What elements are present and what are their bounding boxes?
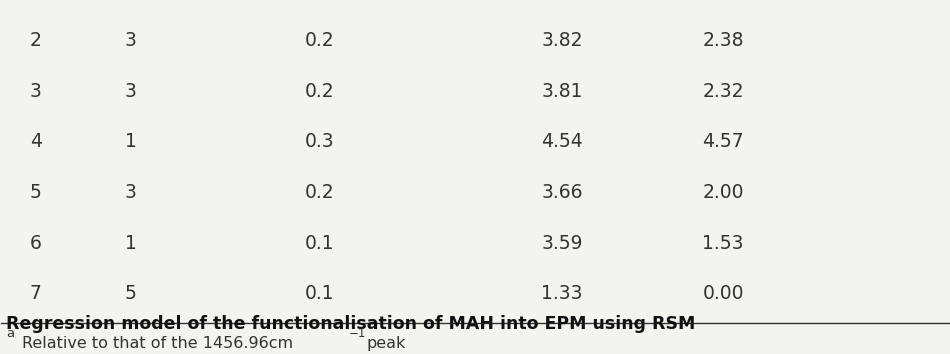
Text: 2: 2 bbox=[29, 31, 42, 50]
Text: 0.00: 0.00 bbox=[702, 284, 744, 303]
Text: 0.3: 0.3 bbox=[305, 132, 334, 152]
Text: 3: 3 bbox=[124, 82, 137, 101]
Text: 0.1: 0.1 bbox=[305, 284, 334, 303]
Text: 3: 3 bbox=[124, 31, 137, 50]
Text: 1: 1 bbox=[124, 132, 137, 152]
Text: 2.32: 2.32 bbox=[702, 82, 744, 101]
Text: 1.53: 1.53 bbox=[702, 234, 744, 253]
Text: Relative to that of the 1456.96cm: Relative to that of the 1456.96cm bbox=[22, 336, 294, 351]
Text: 3.82: 3.82 bbox=[542, 31, 582, 50]
Text: 3: 3 bbox=[124, 183, 137, 202]
Text: 0.1: 0.1 bbox=[305, 234, 334, 253]
Text: 4.57: 4.57 bbox=[702, 132, 744, 152]
Text: 0.2: 0.2 bbox=[305, 183, 334, 202]
Text: peak: peak bbox=[366, 336, 406, 351]
Text: 3: 3 bbox=[29, 82, 42, 101]
Text: 2.38: 2.38 bbox=[702, 31, 744, 50]
Text: 6: 6 bbox=[29, 234, 42, 253]
Text: 3.81: 3.81 bbox=[542, 82, 582, 101]
Text: 2.00: 2.00 bbox=[702, 183, 744, 202]
Text: 1: 1 bbox=[124, 234, 137, 253]
Text: Regression model of the functionalisation of MAH into EPM using RSM: Regression model of the functionalisatio… bbox=[6, 315, 695, 333]
Text: 0.2: 0.2 bbox=[305, 31, 334, 50]
Text: 5: 5 bbox=[29, 183, 42, 202]
Text: 5: 5 bbox=[124, 284, 137, 303]
Text: 3.66: 3.66 bbox=[542, 183, 582, 202]
Text: 0.2: 0.2 bbox=[305, 82, 334, 101]
Text: 7: 7 bbox=[29, 284, 42, 303]
Text: 4: 4 bbox=[29, 132, 42, 152]
Text: 4.54: 4.54 bbox=[542, 132, 583, 152]
Text: −1: −1 bbox=[349, 327, 367, 340]
Text: a: a bbox=[6, 327, 14, 339]
Text: 3.59: 3.59 bbox=[542, 234, 582, 253]
Text: 1.33: 1.33 bbox=[542, 284, 582, 303]
